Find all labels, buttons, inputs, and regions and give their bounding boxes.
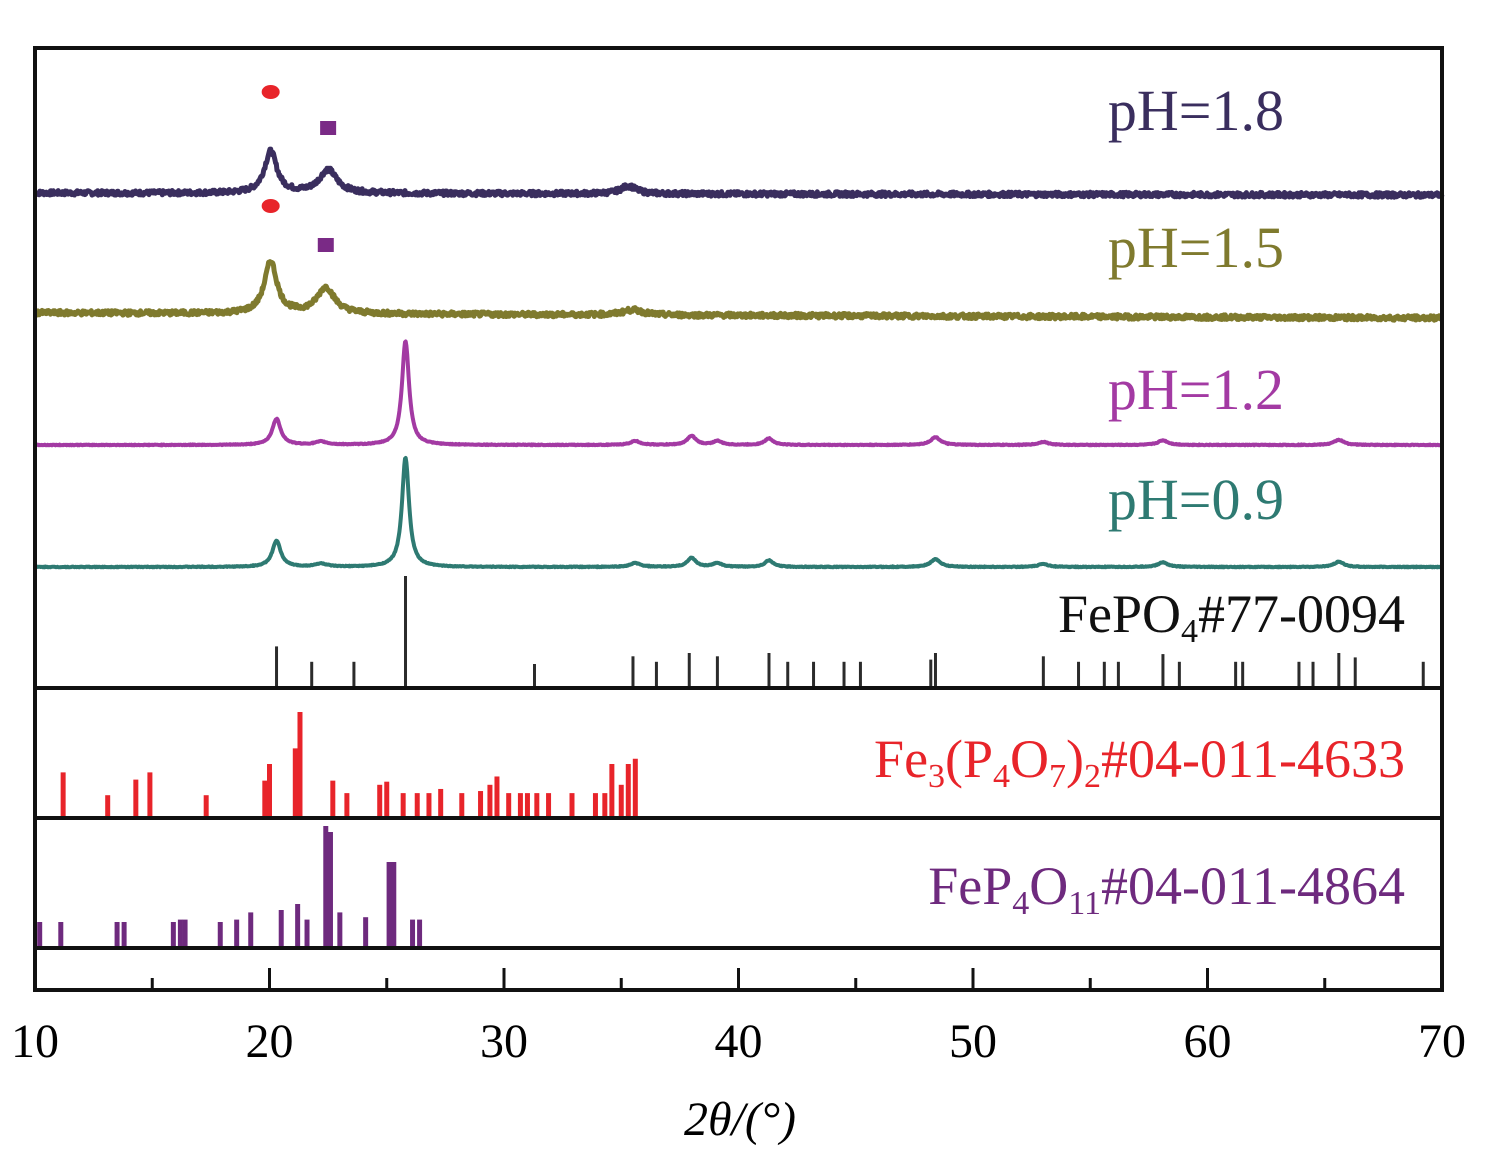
x-tick-label: 10: [11, 1015, 59, 1068]
square-marker: [317, 238, 334, 252]
square-marker: [320, 121, 337, 135]
series-label-ph-1-5: pH=1.5: [1108, 215, 1284, 280]
trace-ph-1-2: [33, 339, 1444, 448]
series-label-ph-0-9: pH=0.9: [1108, 467, 1284, 532]
x-axis: 10 20 30 40 50 60 70: [11, 968, 1466, 1068]
x-tick-label: 70: [1418, 1015, 1466, 1068]
x-axis-title: 2θ/(°): [684, 1093, 796, 1146]
trace-ph-0-9: [33, 456, 1444, 570]
x-tick-label: 20: [246, 1015, 294, 1068]
x-tick-label: 50: [949, 1015, 997, 1068]
circle-marker: [261, 199, 280, 213]
x-tick-label: 40: [715, 1015, 763, 1068]
circle-marker: [261, 85, 280, 99]
reference-patterns: [37, 576, 1425, 946]
x-tick-label: 30: [480, 1015, 528, 1068]
xrd-traces: [32, 146, 1445, 570]
panel-dividers: [35, 686, 1442, 950]
series-label-ph-1-8: pH=1.8: [1108, 78, 1284, 143]
phase-markers: [261, 85, 337, 252]
ref-label-fepo4: FePO4#77-0094: [1058, 584, 1405, 650]
series-label-ph-1-2: pH=1.2: [1108, 357, 1284, 422]
ref-label-fep4o11: FeP4O11#04-011-4864: [928, 856, 1405, 922]
x-tick-label: 60: [1184, 1015, 1232, 1068]
ref-label-fe3p4o7: Fe3(P4O7)2#04-011-4633: [874, 729, 1405, 795]
trace-ph-1-8: [33, 146, 1445, 200]
trace-ph-1-5: [32, 259, 1444, 323]
